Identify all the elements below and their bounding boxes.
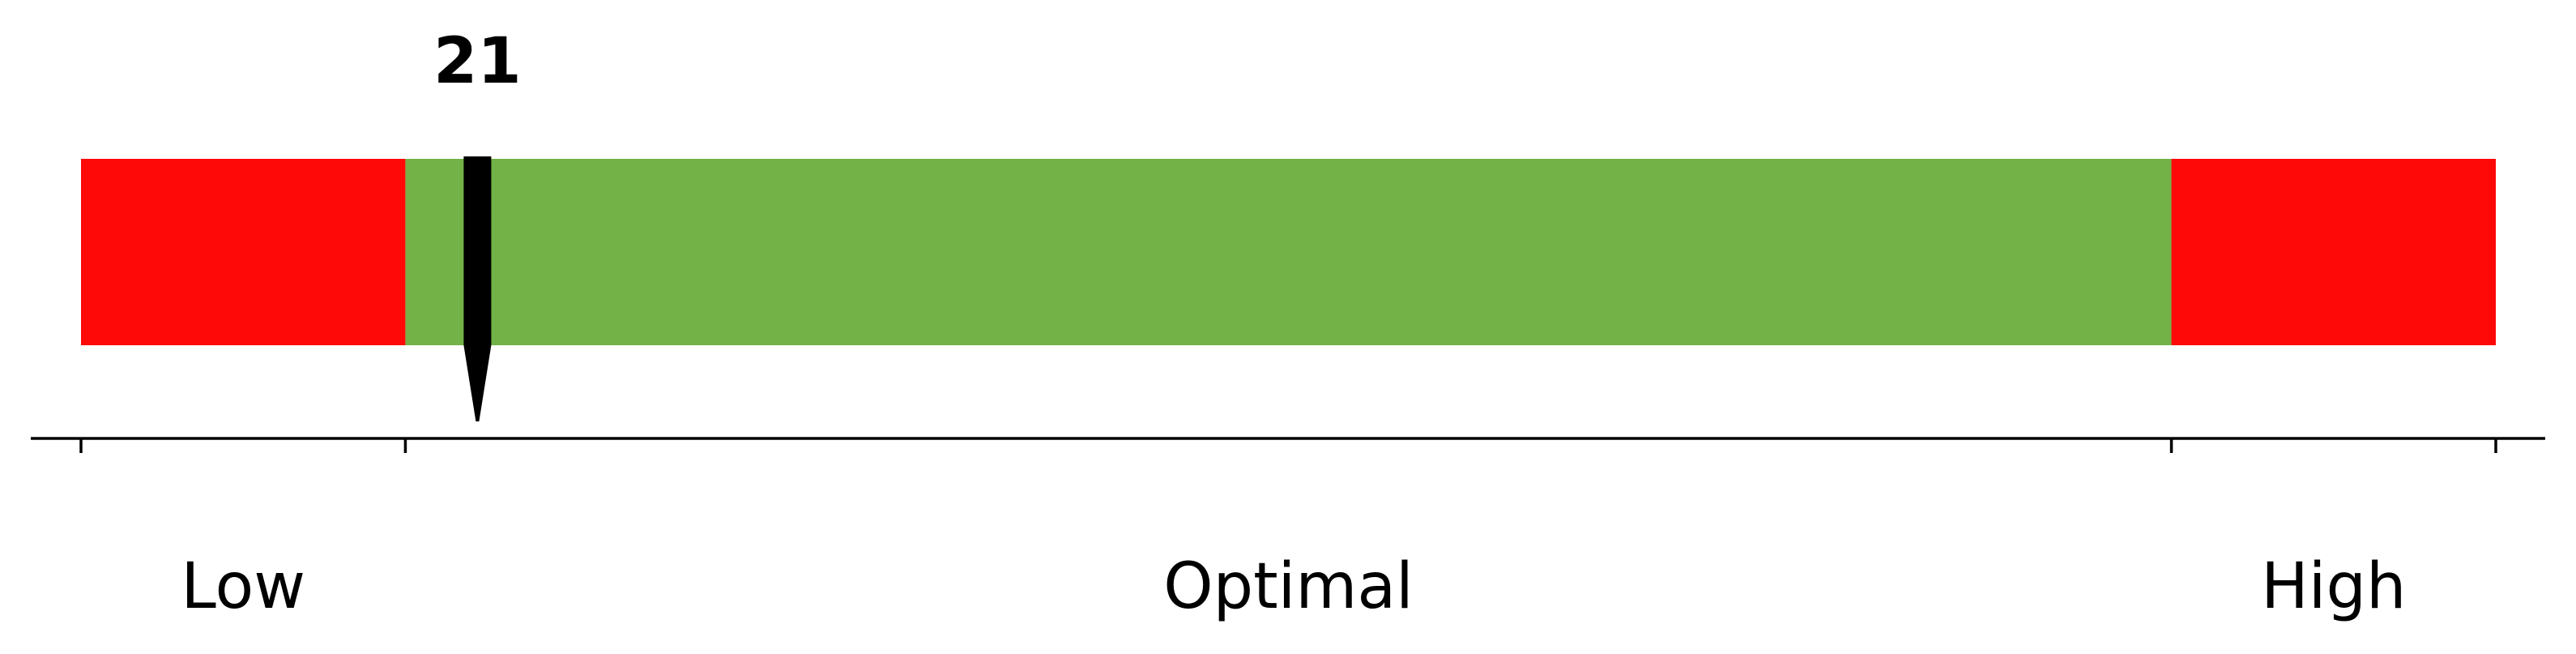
zone-label-high: High [2261,550,2406,623]
marker-layer [463,156,492,421]
zones-layer [81,159,2496,345]
value-label: 21 [433,25,522,98]
ticks-layer [79,438,2497,453]
zone-bar-high [2171,159,2496,345]
zone-label-low: Low [181,550,305,623]
zone-labels-layer: Low Optimal High [181,550,2406,623]
zone-label-optimal: Optimal [1163,550,1414,623]
zone-bar-optimal [405,159,2172,345]
zone-bar-low [81,159,406,345]
value-marker [463,156,492,421]
